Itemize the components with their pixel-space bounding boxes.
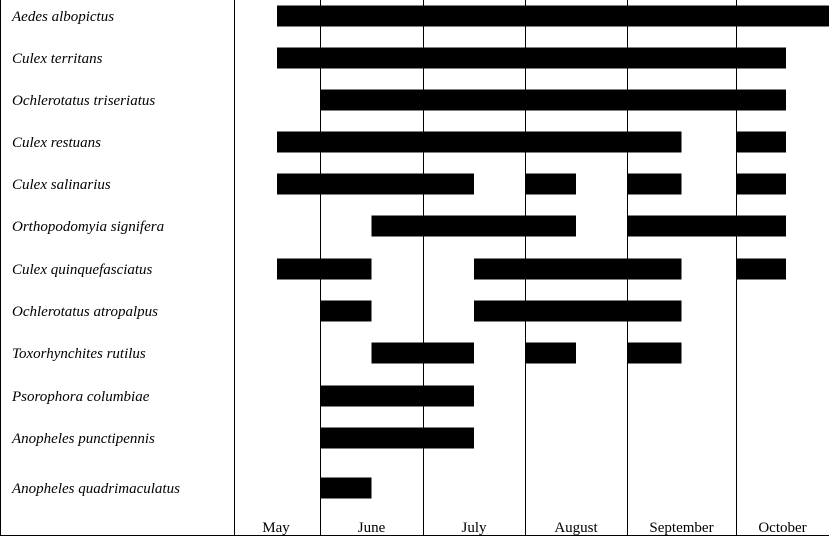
- activity-bar: [320, 385, 474, 407]
- activity-bar: [277, 258, 372, 280]
- species-label: Aedes albopictus: [11, 9, 114, 25]
- activity-bar: [736, 131, 786, 153]
- activity-bar: [474, 258, 682, 280]
- activity-bar: [277, 131, 682, 153]
- activity-bar: [320, 427, 474, 449]
- activity-bar: [627, 342, 682, 364]
- activity-bar: [320, 300, 372, 322]
- month-labels: May June July August September October: [262, 520, 806, 536]
- activity-bar: [371, 342, 474, 364]
- activity-bar: [371, 215, 576, 237]
- month-label: May: [262, 520, 290, 536]
- activity-bar: [736, 173, 786, 195]
- activity-bar: [277, 5, 829, 27]
- activity-bar: [277, 173, 474, 195]
- activity-bar: [320, 89, 786, 111]
- activity-bars: [277, 5, 829, 499]
- species-label: Culex quinquefasciatus: [12, 262, 153, 278]
- species-label: Orthopodomyia signifera: [12, 219, 164, 235]
- activity-bar: [736, 258, 786, 280]
- activity-bar: [627, 173, 682, 195]
- species-label: Anopheles quadrimaculatus: [11, 481, 180, 497]
- activity-bar: [277, 47, 786, 69]
- activity-bar: [320, 477, 372, 499]
- month-label: June: [358, 520, 386, 536]
- species-label: Toxorhynchites rutilus: [12, 346, 146, 362]
- species-label: Anopheles punctipennis: [11, 431, 155, 447]
- species-label: Culex salinarius: [12, 177, 111, 193]
- species-label: Psorophora columbiae: [11, 389, 150, 405]
- month-label: August: [554, 520, 598, 536]
- activity-bar: [525, 342, 576, 364]
- activity-bar: [474, 300, 682, 322]
- species-label: Culex restuans: [12, 135, 101, 151]
- activity-bar: [627, 215, 786, 237]
- species-labels: Aedes albopictus Culex territans Ochlerota…: [11, 9, 180, 497]
- species-label: Culex territans: [12, 51, 103, 67]
- species-label: Ochlerotatus atropalpus: [12, 304, 158, 320]
- activity-bar: [525, 173, 576, 195]
- month-label: October: [758, 520, 806, 536]
- month-label: September: [649, 520, 713, 536]
- species-label: Ochlerotatus triseriatus: [12, 93, 155, 109]
- month-label: July: [461, 520, 487, 536]
